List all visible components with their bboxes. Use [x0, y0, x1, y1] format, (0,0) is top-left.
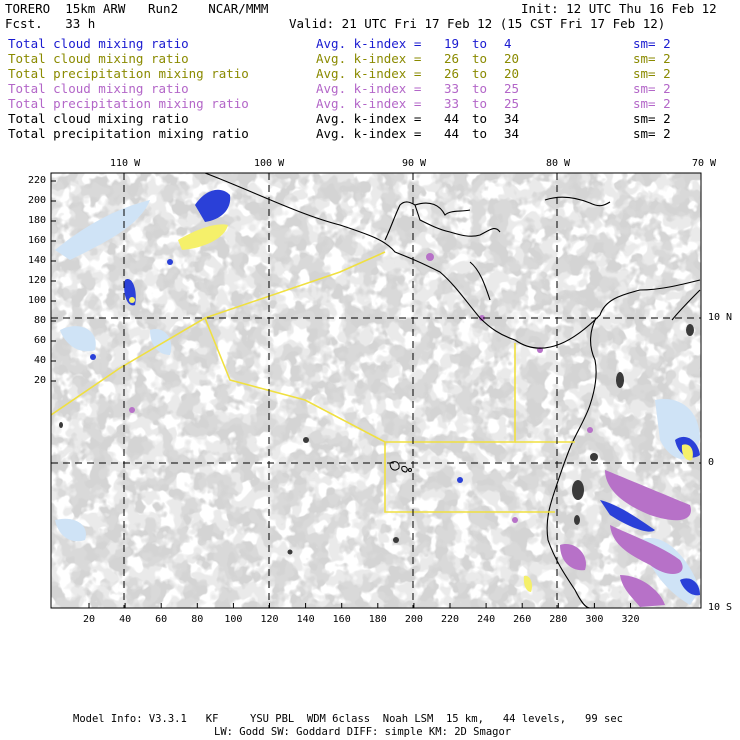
legend-kindex-to: 34 [504, 111, 520, 126]
forecast-hour: Fcst. 33 h [5, 16, 96, 31]
legend-smoothing: sm= 2 [633, 126, 671, 141]
lon-label-80w: 80 W [546, 158, 571, 169]
lat-label-10s: 10 S [708, 602, 733, 613]
legend-smoothing: sm= 2 [633, 66, 671, 81]
legend-smoothing: sm= 2 [633, 111, 671, 126]
x-tick-label: 60 [155, 614, 168, 625]
region-outlines [51, 251, 575, 513]
x-tick-label: 140 [296, 614, 315, 625]
legend-kindex-to: 25 [504, 96, 520, 111]
x-tick-label: 120 [260, 614, 279, 625]
y-tick-label: 180 [28, 215, 47, 226]
model-title: TORERO 15km ARW Run2 NCAR/MMM [5, 1, 269, 16]
cloud-field-2 [51, 173, 701, 608]
lon-label-90w: 90 W [402, 158, 427, 169]
x-tick-label: 240 [477, 614, 496, 625]
legend-kindex-from: 19 [444, 36, 460, 51]
legend-kindex-from: 33 [444, 96, 460, 111]
legend-kindex-to: 4 [504, 36, 512, 51]
axis-ticks [51, 180, 631, 608]
legend-kindex-to: 20 [504, 51, 520, 66]
x-tick-label: 300 [585, 614, 604, 625]
legend-kindex-to-word: to [472, 66, 488, 81]
dark-cores [59, 324, 694, 555]
x-tick-label: 260 [513, 614, 532, 625]
legend-field-label: Total cloud mixing ratio [8, 51, 189, 66]
legend-kindex-to-word: to [472, 126, 488, 141]
legend-kindex-label: Avg. k-index = [316, 51, 429, 66]
legend-kindex-to-word: to [472, 81, 488, 96]
legend-smoothing: sm= 2 [633, 96, 671, 111]
legend-kindex-to: 25 [504, 81, 520, 96]
y-tick-label: 60 [33, 335, 46, 346]
y-tick-label: 40 [33, 355, 46, 366]
y-tick-label: 20 [33, 375, 46, 386]
y-tick-label: 140 [28, 255, 47, 266]
x-tick-label: 100 [224, 614, 243, 625]
legend-field-label: Total cloud mixing ratio [8, 111, 189, 126]
x-tick-label: 180 [368, 614, 387, 625]
x-tick-label: 20 [82, 614, 96, 625]
x-tick-label: 80 [191, 614, 204, 625]
lon-label-70w: 70 W [692, 158, 717, 169]
map-frame [50, 172, 702, 609]
legend-kindex-from: 44 [444, 111, 460, 126]
legend-smoothing: sm= 2 [633, 51, 671, 66]
model-info-line2: LW: Godd SW: Goddard DIFF: simple KM: 2D… [214, 726, 512, 738]
y-tick-label: 220 [28, 175, 47, 186]
lat-label-10n: 10 N [708, 312, 733, 323]
legend-field-label: Total cloud mixing ratio [8, 81, 189, 96]
legend-kindex-from: 44 [444, 126, 460, 141]
lat-label-0: 0 [708, 457, 715, 468]
x-tick-label: 320 [621, 614, 640, 625]
y-tick-label: 100 [28, 295, 47, 306]
legend-kindex-label: Avg. k-index = [316, 66, 429, 81]
legend-kindex-label: Avg. k-index = [316, 126, 429, 141]
purple-patches [129, 253, 691, 607]
legend-field-label: Total precipitation mixing ratio [8, 96, 249, 111]
legend-kindex-to-word: to [472, 96, 488, 111]
legend-kindex-to-word: to [472, 111, 488, 126]
legend-kindex-from: 26 [444, 66, 460, 81]
galapagos-islands [389, 461, 412, 473]
x-tick-label: 200 [404, 614, 423, 625]
y-tick-label: 120 [28, 275, 47, 286]
lat-lon-grid [51, 173, 701, 608]
x-tick-label: 160 [332, 614, 351, 625]
legend-kindex-to-word: to [472, 51, 488, 66]
x-tick-label: 220 [440, 614, 460, 625]
legend-kindex-to-word: to [472, 36, 488, 51]
legend-kindex-to: 34 [504, 126, 520, 141]
map-field-layer [51, 173, 701, 608]
y-tick-label: 160 [28, 235, 47, 246]
y-tick-label: 200 [28, 195, 47, 206]
x-tick-label: 40 [119, 614, 132, 625]
legend-smoothing: sm= 2 [633, 36, 671, 51]
legend-kindex-label: Avg. k-index = [316, 81, 429, 96]
legend-kindex-label: Avg. k-index = [316, 36, 429, 51]
legend-field-label: Total cloud mixing ratio [8, 36, 189, 51]
legend-kindex-to: 20 [504, 66, 520, 81]
legend-field-label: Total precipitation mixing ratio [8, 126, 249, 141]
y-tick-label: 80 [33, 315, 46, 326]
legend-kindex-from: 26 [444, 51, 460, 66]
model-info-line1: Model Info: V3.3.1 KF YSU PBL WDM 6class… [73, 713, 623, 725]
legend-kindex-label: Avg. k-index = [316, 111, 429, 126]
init-time: Init: 12 UTC Thu 16 Feb 12 [521, 1, 717, 16]
valid-time: Valid: 21 UTC Fri 17 Feb 12 (15 CST Fri … [289, 16, 666, 31]
coastlines [204, 173, 701, 608]
legend-smoothing: sm= 2 [633, 81, 671, 96]
yellow-patches [129, 224, 693, 592]
legend-kindex-label: Avg. k-index = [316, 96, 429, 111]
lon-label-110w: 110 W [110, 158, 141, 169]
legend-field-label: Total precipitation mixing ratio [8, 66, 249, 81]
lon-label-100w: 100 W [254, 158, 285, 169]
x-tick-label: 280 [549, 614, 568, 625]
legend-kindex-from: 33 [444, 81, 460, 96]
